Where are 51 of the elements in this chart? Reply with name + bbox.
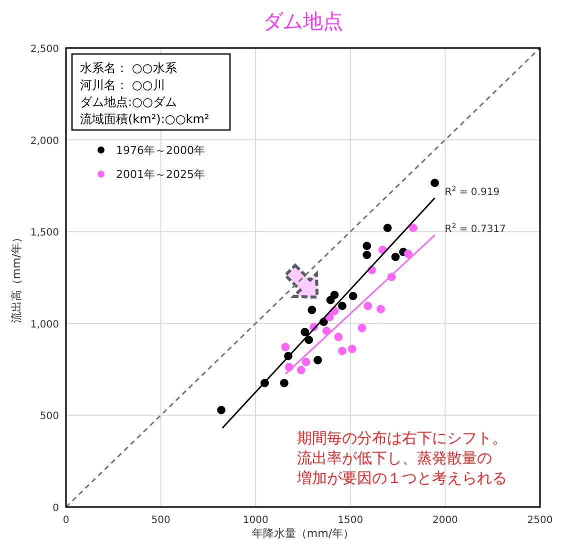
point	[376, 304, 385, 314]
point	[430, 178, 439, 188]
y-tick-label: 1,500	[30, 228, 59, 239]
point	[314, 356, 322, 364]
annotation: 流出率が低下し、蒸発散量の	[297, 449, 492, 467]
annotation: 河川名： ○○川	[80, 78, 165, 92]
point	[404, 250, 412, 258]
point	[348, 344, 356, 354]
y-tick-label: 2,000	[30, 136, 59, 147]
x-tick-label: 0	[62, 515, 70, 526]
x-tick-label: 2500	[527, 515, 553, 526]
annotation: ダム地点:○○ダム	[80, 95, 177, 109]
chart-title: ダム地点	[263, 9, 343, 33]
point	[364, 302, 372, 310]
point	[358, 324, 366, 332]
point	[338, 346, 346, 356]
annotation: R$^{2}$ = 0.919	[444, 185, 500, 198]
point	[280, 378, 288, 388]
x-tick-label: 2000	[432, 515, 458, 526]
point	[304, 336, 314, 344]
x-axis-title: 年降水量（mm/年）	[252, 527, 354, 540]
point	[334, 332, 343, 342]
point	[408, 224, 418, 232]
point	[338, 302, 346, 310]
point	[391, 252, 400, 262]
point	[302, 358, 310, 366]
y-tick-label: 500	[40, 411, 59, 422]
point	[296, 366, 306, 374]
annotation: 水系名： ○○水系	[80, 61, 177, 75]
point	[362, 250, 372, 260]
legend-label: 2001年～2025年	[116, 168, 205, 181]
annotation: 増加が要因の１つと考えられる	[296, 469, 507, 487]
point	[217, 406, 226, 414]
legend-label: 1976年～2000年	[116, 144, 205, 157]
point	[281, 342, 290, 352]
y-tick-label: 1,000	[30, 319, 59, 330]
point	[330, 290, 339, 300]
point	[383, 224, 392, 232]
point	[362, 242, 372, 250]
point	[348, 292, 358, 300]
annotation: 期間毎の分布は右下にシフト。	[297, 429, 507, 447]
point	[308, 306, 316, 314]
y-tick-label: 2,500	[30, 44, 59, 55]
annotation: 流域面積(km²):○○km²	[80, 112, 210, 126]
y-axis-title: 流出高（mm/年）	[10, 232, 23, 324]
x-tick-label: 1500	[338, 515, 364, 526]
point	[300, 328, 310, 336]
annotation: R$^{2}$ = 0.7317	[444, 222, 506, 236]
x-tick-label: 500	[151, 515, 170, 526]
y-tick-label: 0	[52, 503, 59, 514]
x-tick-label: 1000	[242, 515, 268, 526]
